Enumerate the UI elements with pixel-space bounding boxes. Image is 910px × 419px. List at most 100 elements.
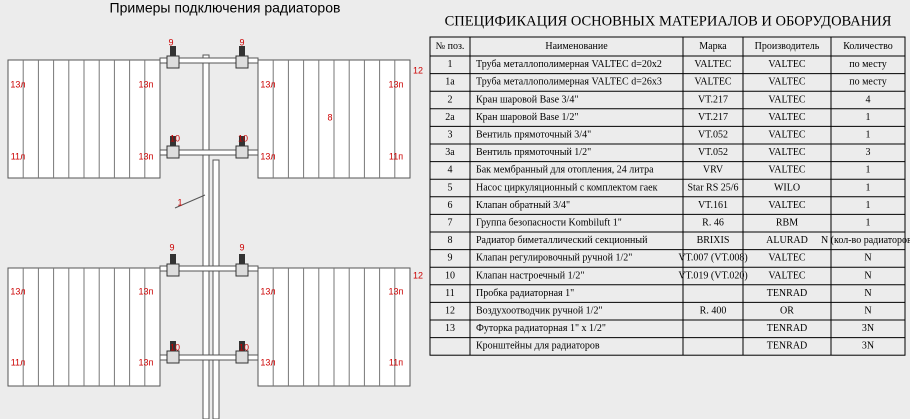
table-cell: 3а (445, 147, 455, 158)
column-header: Производитель (755, 41, 820, 52)
table-cell: 1 (866, 217, 871, 228)
table-cell: N (864, 305, 871, 316)
table-cell: VALTEC (768, 147, 806, 158)
table-cell: N (864, 288, 871, 299)
valve (235, 263, 249, 277)
table-cell: Кран шаровой Base 3/4" (476, 94, 578, 105)
table-cell: R. 46 (702, 217, 724, 228)
valve (166, 145, 180, 159)
callout: 1 (177, 197, 182, 207)
callout: 11п (389, 357, 403, 367)
valve-handle (239, 46, 245, 56)
table-cell: 3 (448, 129, 453, 140)
table-cell: 1 (866, 200, 871, 211)
valve-handle (239, 136, 245, 146)
callout: 13п (389, 79, 404, 89)
valve (235, 55, 249, 69)
table-cell: 1 (866, 129, 871, 140)
table-cell: Клапан обратный 3/4" (476, 200, 570, 211)
table-cell: 7 (448, 217, 453, 228)
callout: 12 (413, 65, 423, 75)
table-cell: 3N (862, 323, 874, 334)
table-cell: 4 (448, 165, 453, 176)
table-cell: VALTEC (768, 129, 806, 140)
callout: 12 (413, 270, 423, 280)
table-cell: VT.007 (VT.008) (678, 253, 747, 264)
table-cell: 10 (445, 270, 455, 281)
column-header: № поз. (436, 41, 465, 52)
table-cell: Воздухоотводчик ручной 1/2" (476, 305, 603, 316)
callout: 13л (10, 286, 25, 296)
table-cell: 13 (445, 323, 455, 334)
table-cell: VALTEC (768, 59, 806, 70)
riser (212, 159, 220, 419)
table-cell: VALTEC (768, 112, 806, 123)
table-cell: 1 (866, 112, 871, 123)
valve-handle (170, 341, 176, 351)
leader (174, 194, 206, 209)
table-cell: VALTEC (694, 77, 732, 88)
table-cell: BRIXIS (697, 235, 730, 246)
table-cell: VT.161 (698, 200, 728, 211)
valve-handle (170, 254, 176, 264)
callout: 11л (11, 357, 26, 367)
table-cell: VT.217 (698, 112, 728, 123)
callout: 10 (238, 133, 248, 143)
table-cell: 3 (866, 147, 871, 158)
table-cell: 8 (448, 235, 453, 246)
callout: 13л (260, 357, 275, 367)
table-cell: 5 (448, 182, 453, 193)
callout: 9 (169, 242, 174, 252)
table-cell: Вентиль прямоточный 1/2" (476, 147, 591, 158)
table-cell: N (864, 253, 871, 264)
table-cell: Пробка радиаторная 1" (476, 288, 574, 299)
table-cell: 2 (448, 94, 453, 105)
table-cell: Насос циркуляционный с комплектом гаек (476, 182, 658, 193)
valve-handle (170, 136, 176, 146)
table-cell: VALTEC (768, 200, 806, 211)
callout: 13л (10, 79, 25, 89)
table-cell: VALTEC (768, 94, 806, 105)
table-cell: VALTEC (768, 165, 806, 176)
table-title: СПЕЦИФИКАЦИЯ ОСНОВНЫХ МАТЕРИАЛОВ И ОБОРУ… (445, 13, 892, 29)
callout: 13п (389, 286, 404, 296)
column-header: Наименование (545, 41, 608, 52)
table-cell: VRV (703, 165, 724, 176)
table-cell: 6 (448, 200, 453, 211)
callout: 13л (260, 79, 275, 89)
table-cell: 4 (866, 94, 871, 105)
callout: 9 (168, 37, 173, 47)
table-cell: TENRAD (767, 323, 808, 334)
table-cell: TENRAD (767, 288, 808, 299)
table-cell: N (864, 270, 871, 281)
table-cell: ALURAD (766, 235, 808, 246)
table-cell: Star RS 25/6 (687, 182, 738, 193)
diagram-title: Примеры подключения радиаторов (110, 0, 341, 16)
table-cell: Группа безопасности Kombiluft 1" (476, 217, 622, 228)
callout: 11л (11, 151, 26, 161)
table-cell: Футорка радиаторная 1" x 1/2" (476, 323, 606, 334)
callout: 11п (389, 151, 403, 161)
table-cell: VT.217 (698, 94, 728, 105)
table-cell: VT.019 (VT.020) (678, 270, 747, 281)
table-cell: 11 (445, 288, 455, 299)
table: № поз. Наименование Марка Производитель Коли… (429, 36, 910, 356)
table-cell: 1а (445, 77, 455, 88)
table-cell: 3N (862, 341, 874, 352)
valve-handle (239, 341, 245, 351)
table-cell: VALTEC (694, 59, 732, 70)
table-cell: Клапан настроечный 1/2" (476, 270, 584, 281)
column-header: Марка (699, 41, 727, 52)
table-cell: Кронштейны для радиаторов (476, 341, 600, 352)
table-cell: Труба металлополимерная VALTEC d=26x3 (476, 77, 662, 88)
table-cell: по месту (849, 59, 887, 70)
valve (166, 55, 180, 69)
callout: 13л (260, 286, 275, 296)
riser (202, 54, 210, 419)
valve (166, 350, 180, 364)
table-cell: 9 (448, 253, 453, 264)
table-cell: RBM (776, 217, 798, 228)
callout: 13п (139, 151, 154, 161)
table-cell: 2а (445, 112, 455, 123)
callout: 9 (239, 37, 244, 47)
